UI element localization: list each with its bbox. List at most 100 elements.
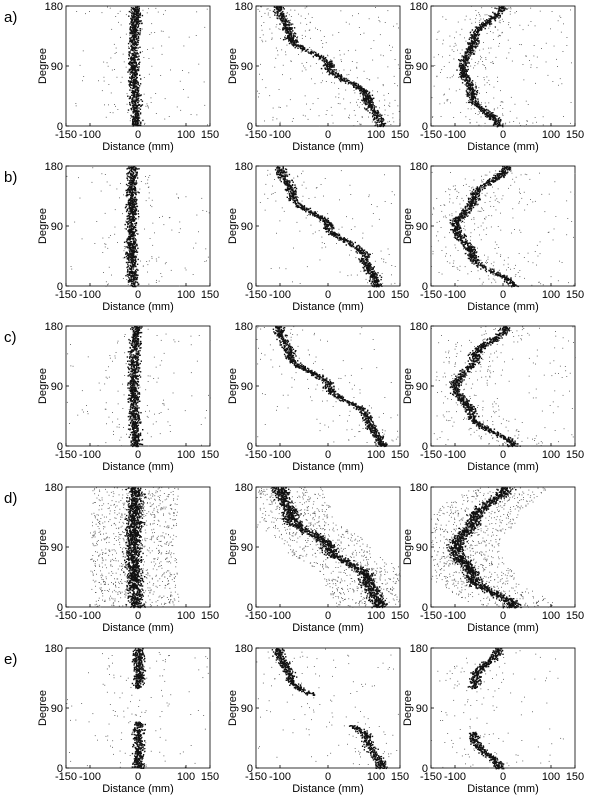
data-point [103,76,105,78]
data-point [129,33,131,35]
data-point [133,33,136,36]
data-point [131,249,133,252]
data-point [506,57,508,59]
data-point [471,47,473,49]
data-point [463,73,465,75]
data-point [466,93,469,95]
data-point [137,90,140,93]
data-point [466,75,469,77]
data-point [301,48,304,50]
data-point [296,37,298,39]
data-point [364,95,367,97]
data-point [131,36,133,38]
data-point [462,59,464,62]
data-point [502,9,505,12]
data-point [124,228,126,230]
data-point [278,28,280,30]
data-point [454,37,455,39]
data-point [285,23,287,25]
data-point [273,6,276,8]
data-point [331,60,333,62]
data-point [474,51,476,53]
data-point [126,192,128,194]
data-point [498,125,500,127]
data-point [130,244,132,247]
data-point [143,57,145,58]
data-point [484,27,486,30]
data-point [129,209,132,211]
data-point [160,30,162,32]
data-point [131,204,134,206]
data-point [134,222,136,225]
data-point [369,102,372,104]
data-point [488,27,490,29]
data-point [358,27,360,28]
data-point [363,102,365,104]
data-point [375,114,377,116]
data-point [267,198,269,199]
data-point [471,105,473,106]
data-point [136,17,139,19]
data-point [333,227,335,230]
data-point [317,98,319,99]
data-point [465,65,466,67]
data-point [135,47,137,49]
data-point [134,83,136,85]
data-point [570,102,572,103]
data-point [135,96,138,99]
data-point [535,82,536,84]
data-point [131,70,133,72]
data-point [135,77,138,79]
data-point [293,33,295,35]
data-point [355,88,357,90]
data-point [534,117,536,118]
data-point [133,102,135,104]
data-point [308,13,309,15]
data-point [449,77,451,79]
data-point [133,251,136,253]
data-point [336,70,338,72]
data-point [132,178,134,180]
data-point [527,104,529,105]
data-point [373,115,376,117]
data-point [327,69,329,71]
data-point [375,116,378,119]
data-point [327,55,329,57]
data-point [134,36,136,39]
x-tick-label: 100 [542,129,560,141]
data-point [129,256,132,259]
data-point [361,104,363,105]
data-point [462,71,464,73]
x-tick-label: 150 [201,129,219,141]
data-point [129,176,131,178]
data-point [288,20,290,22]
data-point [484,102,486,104]
data-point [129,208,131,210]
data-point [286,193,288,195]
data-point [494,114,497,117]
data-point [359,95,361,97]
data-point [436,76,438,78]
data-point [467,81,469,83]
data-point [135,213,137,215]
data-point [293,44,295,46]
data-point [475,31,478,34]
data-point [81,238,83,240]
data-point [145,105,147,107]
data-point [477,43,479,45]
data-point [155,282,157,283]
data-point [306,103,307,105]
data-point [296,221,298,223]
data-point [368,105,371,107]
data-point [301,38,303,39]
data-point [133,18,135,20]
data-point [129,215,131,218]
data-point [488,79,490,81]
data-point [276,13,279,16]
data-point [296,39,298,41]
data-point [294,47,296,49]
data-point [331,82,333,83]
data-point [103,272,104,273]
data-point [479,15,481,17]
data-point [318,220,320,222]
